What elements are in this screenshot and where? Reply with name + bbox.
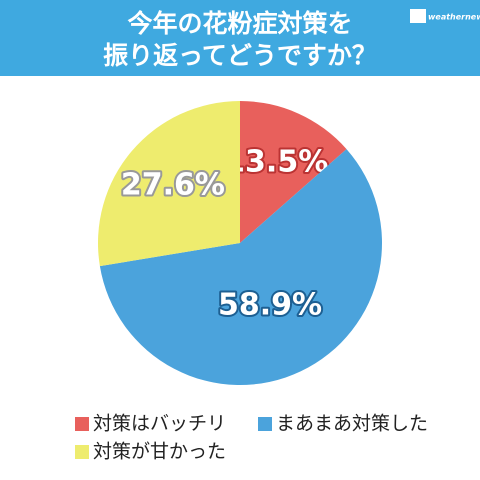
legend-swatch: [258, 417, 272, 431]
pie-slice: [99, 149, 383, 386]
legend-swatch: [75, 417, 89, 431]
pie-slice: [240, 101, 347, 243]
value-label: 27.6%: [121, 168, 225, 203]
header-band: [0, 0, 480, 76]
chart-title: 振り返ってどうですか？: [103, 41, 377, 70]
legend-swatch: [75, 445, 89, 459]
value-label: 13.5%: [224, 144, 328, 179]
value-label: 58.9%: [218, 288, 322, 323]
legend-label: 対策が甘かった: [93, 441, 226, 463]
pie-slice: [97, 101, 240, 267]
logo: weathernews: [428, 13, 480, 22]
logo-mark: [410, 9, 426, 23]
legend-label: まあまあ対策した: [276, 413, 428, 435]
legend-label: 対策はバッチリ: [93, 413, 226, 435]
chart-title: 今年の花粉症対策を: [127, 9, 352, 38]
